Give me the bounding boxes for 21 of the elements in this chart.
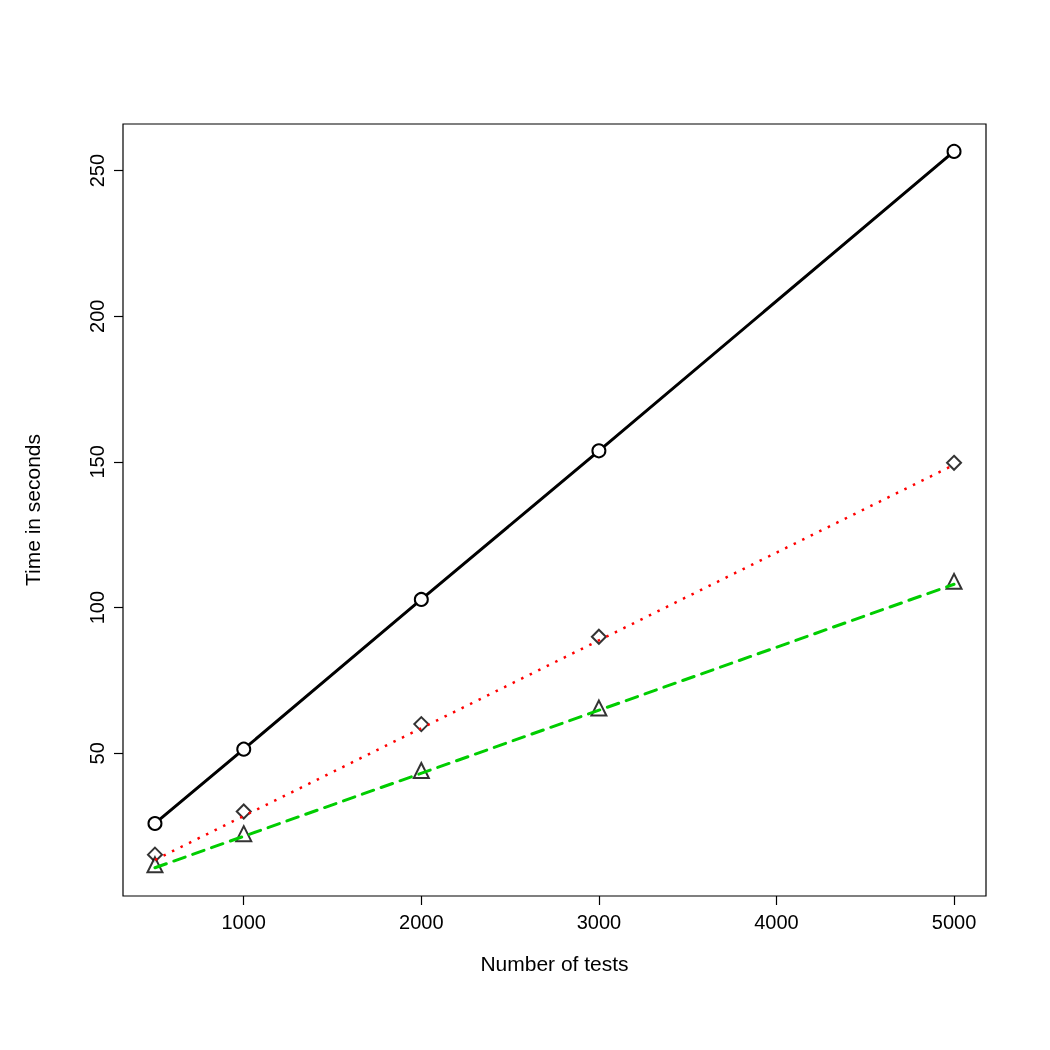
point — [147, 815, 163, 831]
x-tick-label: 4000 — [754, 911, 799, 933]
point — [235, 803, 252, 820]
point — [946, 143, 962, 159]
point — [413, 716, 430, 733]
x-tick-label: 1000 — [221, 911, 266, 933]
x-tick-label: 5000 — [931, 911, 977, 933]
y-axis-title: Time in seconds — [21, 433, 44, 587]
x-axis-title: Number of tests — [480, 952, 629, 975]
point — [413, 591, 429, 607]
x-tick-label: 2000 — [399, 911, 444, 933]
y-tick-label: 250 — [86, 153, 108, 188]
point — [946, 454, 963, 471]
y-tick-label: 150 — [86, 445, 108, 479]
x-tick-label: 3000 — [576, 911, 622, 933]
y-tick-label: 100 — [86, 590, 108, 625]
point — [591, 443, 607, 459]
y-tick-label: 200 — [86, 299, 108, 333]
y-tick-label: 50 — [86, 742, 108, 765]
point — [590, 628, 607, 645]
point — [236, 741, 252, 757]
